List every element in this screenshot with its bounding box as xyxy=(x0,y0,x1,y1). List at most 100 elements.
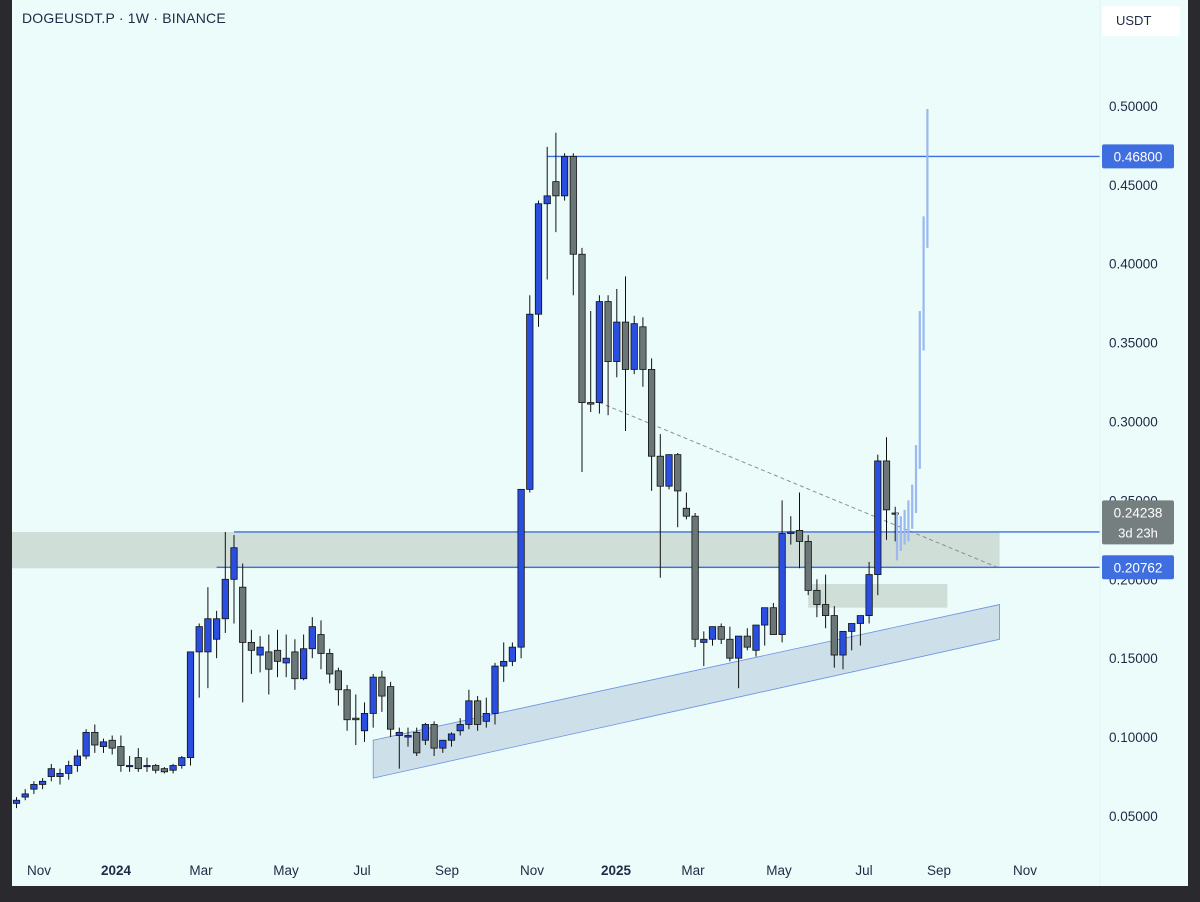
y-tick-label: 0.15000 xyxy=(1109,651,1158,666)
x-tick-label: Jul xyxy=(353,863,370,878)
candle xyxy=(708,626,717,646)
candle-body xyxy=(282,657,290,664)
candle xyxy=(12,797,21,809)
candle xyxy=(500,642,508,682)
candle-body xyxy=(126,765,134,768)
x-tick-label: 2025 xyxy=(601,863,632,878)
candle xyxy=(569,153,577,296)
candle xyxy=(682,492,691,520)
candle xyxy=(230,535,238,624)
y-tick-label: 0.35000 xyxy=(1109,336,1158,351)
candle xyxy=(334,667,343,706)
candle xyxy=(874,454,882,596)
y-tick-label: 0.50000 xyxy=(1109,99,1158,114)
current-price-label: 0.24238 xyxy=(1114,505,1163,520)
candle-body xyxy=(848,623,856,632)
candle-body xyxy=(134,757,142,770)
price-levels xyxy=(216,155,1100,568)
candlestick-chart[interactable]: 0.050000.100000.150000.200000.250000.300… xyxy=(12,0,1188,886)
level-price-tag xyxy=(1102,144,1174,169)
candle-body xyxy=(369,676,377,714)
candle xyxy=(648,358,656,491)
candle-body xyxy=(386,686,395,730)
candle-body xyxy=(813,589,821,605)
candle xyxy=(212,610,221,659)
candle-body xyxy=(99,741,108,747)
candle xyxy=(587,311,595,413)
x-tick-label: 2024 xyxy=(101,863,132,878)
candle-body xyxy=(543,195,551,205)
candle xyxy=(508,642,517,667)
candle xyxy=(430,721,438,757)
current-price-tag xyxy=(1102,500,1174,545)
candle-body xyxy=(700,638,708,643)
candle xyxy=(630,315,638,375)
candle-body xyxy=(621,321,630,370)
y-axis: 0.050000.100000.150000.200000.250000.300… xyxy=(1109,99,1158,824)
candle xyxy=(604,295,612,416)
candle-body xyxy=(169,765,177,771)
candle xyxy=(256,636,264,673)
candle-body xyxy=(195,626,203,653)
candle xyxy=(21,789,29,801)
x-tick-label: Nov xyxy=(520,863,544,878)
candle xyxy=(99,738,108,753)
candle-body xyxy=(682,507,691,517)
candle xyxy=(778,500,786,643)
candle xyxy=(126,756,134,772)
candle xyxy=(352,694,360,745)
candle-body xyxy=(447,733,456,741)
candle-body xyxy=(752,624,760,651)
candle-body xyxy=(456,724,464,732)
level-price-tag xyxy=(1102,555,1174,580)
candle xyxy=(813,579,821,618)
candle xyxy=(82,729,90,760)
candle xyxy=(247,629,255,674)
candle-body xyxy=(38,780,47,785)
candle xyxy=(386,681,395,738)
y-tick-label: 0.30000 xyxy=(1109,415,1158,430)
candle xyxy=(526,295,534,493)
candle-body xyxy=(186,651,195,759)
candle xyxy=(65,760,73,780)
candle xyxy=(38,778,47,790)
candle-body xyxy=(117,746,125,766)
candle-body xyxy=(534,203,543,315)
candle-body xyxy=(317,634,325,654)
candle-body xyxy=(726,638,734,659)
candle-body xyxy=(856,615,865,624)
candle xyxy=(830,606,838,668)
candle xyxy=(369,673,377,728)
candle-body xyxy=(769,607,778,635)
candle xyxy=(534,200,543,327)
candle-body xyxy=(491,665,499,714)
candle xyxy=(517,488,525,659)
candle xyxy=(865,561,873,624)
candle-body xyxy=(665,454,673,487)
candle-body xyxy=(247,642,255,651)
chart-frame: DOGEUSDT.P · 1W · BINANCE 0.05000 0.10000… xyxy=(12,0,1188,886)
trendline xyxy=(599,402,1000,569)
candle-body xyxy=(865,574,873,616)
candle xyxy=(378,670,386,712)
x-axis[interactable]: Nov 2024 Mar May Jul Sep Nov 2025 Mar May Jul Sep No… xyxy=(27,863,1037,878)
price-tags: 0.46800 0.20762 0.24238 3d 23h xyxy=(1102,144,1174,580)
candle-body xyxy=(561,155,569,197)
candle-body xyxy=(212,618,221,640)
candle-body xyxy=(73,755,82,766)
candle-body xyxy=(473,700,482,725)
candle xyxy=(491,662,499,725)
x-tick-label: Nov xyxy=(1013,863,1037,878)
y-tick-label: 0.05000 xyxy=(1109,809,1158,824)
candle xyxy=(282,634,290,678)
candle-body xyxy=(743,635,751,648)
candle-body xyxy=(160,768,168,773)
candle-body xyxy=(273,649,282,662)
candle xyxy=(717,623,725,644)
candle-body xyxy=(352,717,360,721)
candle-body xyxy=(648,369,656,457)
candle xyxy=(30,781,38,794)
candle-body xyxy=(47,768,55,777)
currency-selector[interactable]: USDT xyxy=(1102,6,1180,36)
candle xyxy=(308,617,316,659)
